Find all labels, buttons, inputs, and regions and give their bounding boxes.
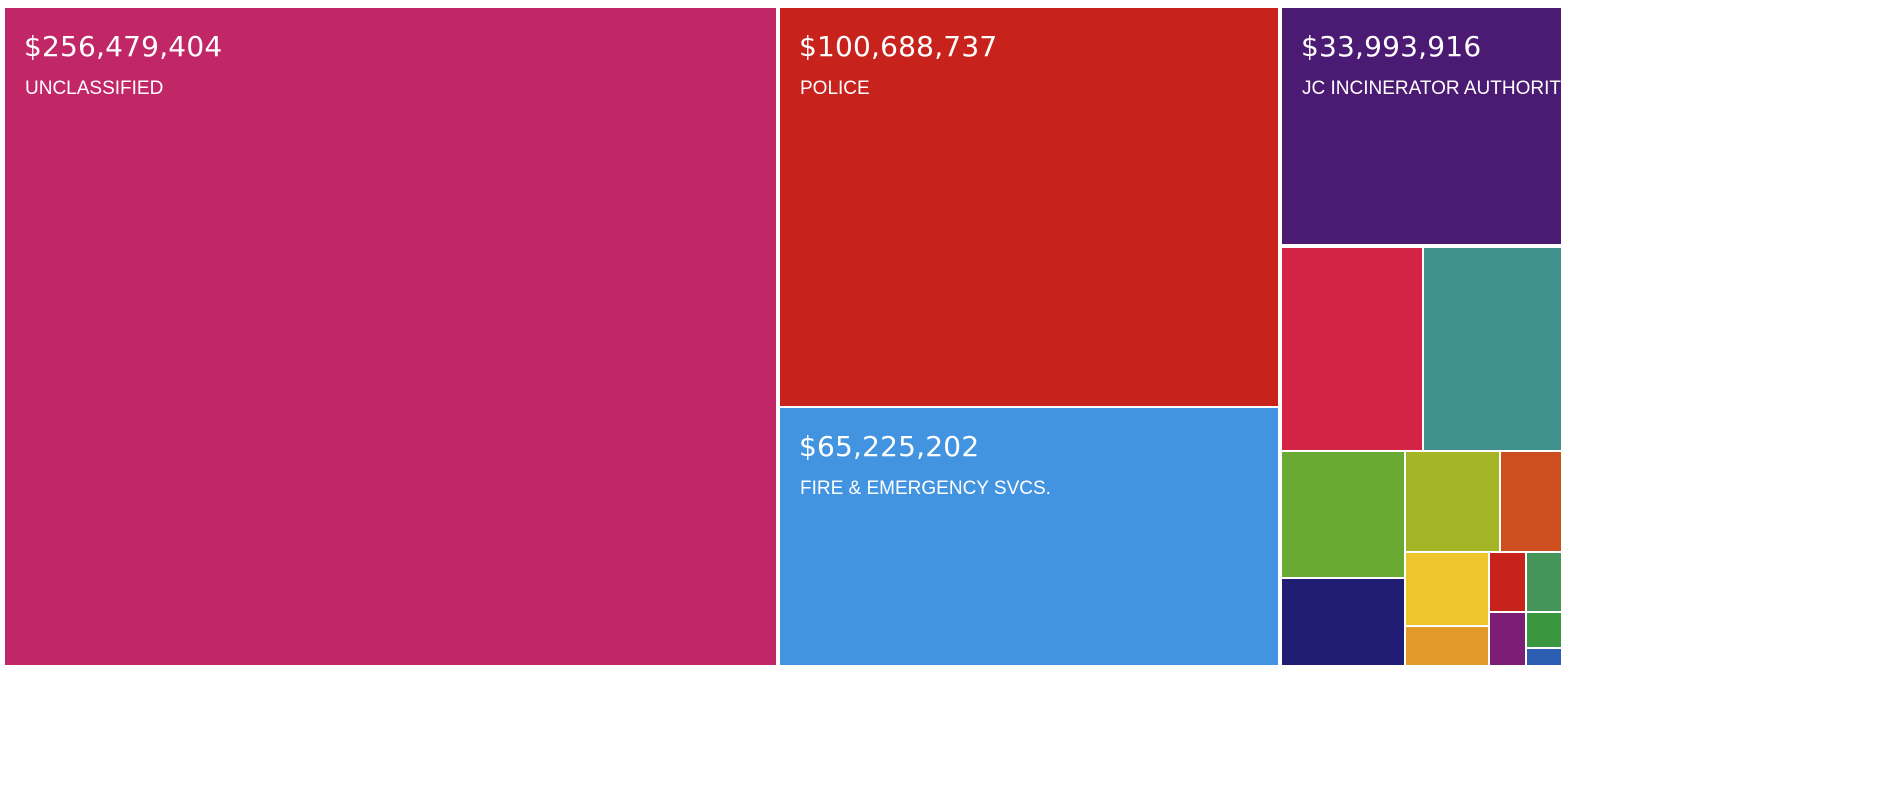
treemap-tile-unlabeled-1[interactable] xyxy=(1280,246,1424,452)
treemap-tile-unlabeled-4[interactable] xyxy=(1404,450,1501,553)
tile-label: UNCLASSIFIED xyxy=(25,78,164,99)
treemap-tile-unlabeled-7[interactable] xyxy=(1404,551,1490,627)
treemap-tile-unlabeled-8[interactable] xyxy=(1488,551,1527,613)
tile-label: FIRE & EMERGENCY SVCS. xyxy=(800,478,1051,499)
treemap-tile-fire-emergency[interactable]: $65,225,202 FIRE & EMERGENCY SVCS. xyxy=(778,406,1280,667)
tile-amount: $33,993,916 xyxy=(1301,30,1482,63)
treemap-tile-unlabeled-9[interactable] xyxy=(1525,551,1563,613)
tile-label: POLICE xyxy=(800,78,870,99)
tile-amount: $256,479,404 xyxy=(24,30,223,63)
tile-label: JC INCINERATOR AUTHORITY xyxy=(1302,78,1563,99)
treemap-tile-unlabeled-5[interactable] xyxy=(1499,450,1563,553)
treemap-tile-unlabeled-6[interactable] xyxy=(1280,577,1406,667)
treemap-tile-jc-incinerator[interactable]: $33,993,916 JC INCINERATOR AUTHORITY xyxy=(1280,6,1563,246)
treemap-tile-unlabeled-11[interactable] xyxy=(1488,611,1527,667)
treemap-tile-unclassified[interactable]: $256,479,404 UNCLASSIFIED xyxy=(3,6,778,667)
treemap-tile-unlabeled-10[interactable] xyxy=(1404,625,1490,667)
treemap-tile-police[interactable]: $100,688,737 POLICE xyxy=(778,6,1280,408)
tile-amount: $100,688,737 xyxy=(799,30,998,63)
treemap-tile-unlabeled-2[interactable] xyxy=(1422,246,1563,452)
tile-amount: $65,225,202 xyxy=(799,430,980,463)
treemap-tile-unlabeled-3[interactable] xyxy=(1280,450,1406,579)
treemap-tile-unlabeled-12[interactable] xyxy=(1525,611,1563,649)
treemap-tile-unlabeled-13[interactable] xyxy=(1525,647,1563,667)
